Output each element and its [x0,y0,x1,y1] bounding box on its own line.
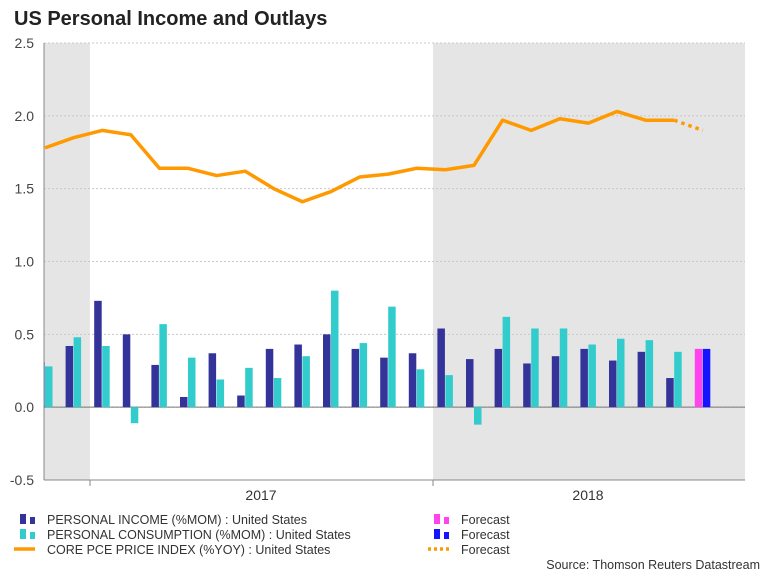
shade-2016 [44,43,90,480]
income-bar [123,334,131,407]
income-bar [695,349,703,407]
consumption-bar [703,349,711,407]
legend-swatch [30,517,35,524]
income-bar [352,349,360,407]
plot-area: 2.5 2.0 1.5 1.0 0.5 0.0 -0.5 2017 2018 [10,35,745,503]
income-bar [323,334,331,407]
legend-swatch [30,532,35,539]
consumption-bar [503,317,511,407]
income-bar [151,365,159,407]
income-bar [180,397,188,407]
consumption-bar [646,340,654,407]
legend-label: Forecast [461,513,510,527]
consumption-bar [674,352,682,407]
legend-label: Forecast [461,543,510,557]
legend-swatch [444,517,449,524]
y-tick-label: -0.5 [10,472,34,488]
income-bar [237,396,245,408]
consumption-bar [560,329,568,408]
x-tick-label: 2018 [572,487,603,503]
legend-label: PERSONAL INCOME (%MOM) : United States [47,513,307,527]
consumption-bar [131,407,139,423]
income-bar [523,363,531,407]
income-bar [66,346,74,407]
y-tick-label: 0.5 [15,326,35,342]
legend-swatch [444,532,449,539]
income-bar [609,361,617,408]
chart-title: US Personal Income and Outlays [14,8,327,30]
legend-swatch [434,514,440,524]
income-bar [552,356,560,407]
consumption-bar [388,307,396,408]
consumption-bar [245,368,253,407]
income-bar [495,349,503,407]
legend-swatch [20,514,26,524]
consumption-bar [474,407,482,424]
legend-label: PERSONAL CONSUMPTION (%MOM) : United Sta… [47,528,351,542]
income-bar [638,352,646,407]
income-bar [294,345,302,408]
consumption-bar [274,378,282,407]
income-bar [209,353,217,407]
consumption-bar [331,291,339,408]
consumption-bar [531,329,539,408]
consumption-bar [74,337,82,407]
consumption-bar [588,345,596,408]
legend-swatch [20,529,26,539]
legend-label: CORE PCE PRICE INDEX (%YOY) : United Sta… [47,543,330,557]
consumption-bar [217,379,225,407]
income-bar [94,301,102,407]
y-tick-label: 0.0 [15,399,35,415]
y-tick-label: 2.5 [15,35,35,51]
consumption-bar [302,356,310,407]
consumption-bar [445,375,453,407]
income-bar [266,349,274,407]
x-tick-label: 2017 [245,487,276,503]
consumption-bar [617,339,625,407]
consumption-bar [102,346,110,407]
y-tick-label: 1.5 [15,181,35,197]
y-tick-label: 1.0 [15,254,35,270]
income-bar [409,353,417,407]
y-tick-label: 2.0 [15,108,35,124]
income-bar [580,349,588,407]
consumption-bar [159,324,167,407]
income-bar [666,378,674,407]
consumption-bar [45,366,53,407]
consumption-bar [188,358,196,408]
legend-swatch [434,529,440,539]
income-bar [37,362,45,407]
legend-label: Forecast [461,528,510,542]
source-note: Source: Thomson Reuters Datastream [546,558,760,572]
income-bar [466,359,474,407]
consumption-bar [417,369,425,407]
income-bar [437,329,445,408]
legend: PERSONAL INCOME (%MOM) : United StatesPE… [14,513,510,557]
income-bar [380,358,388,408]
consumption-bar [360,343,368,407]
